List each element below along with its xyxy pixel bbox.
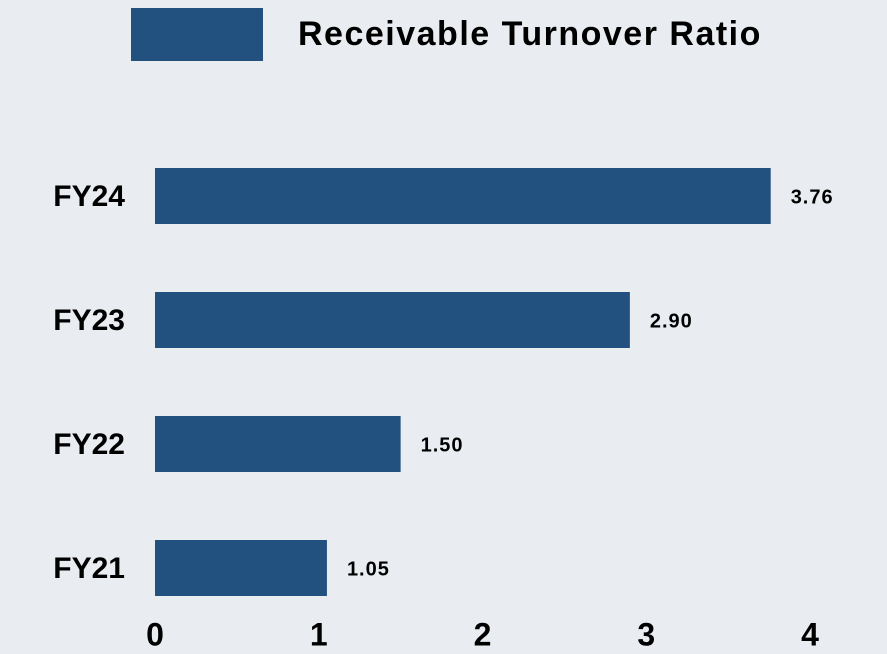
y-tick-label: FY22 xyxy=(53,428,125,461)
legend-label: Receivable Turnover Ratio xyxy=(298,15,762,53)
y-tick-label: FY21 xyxy=(53,552,125,585)
value-label: 2.90 xyxy=(650,310,693,332)
value-label: 1.50 xyxy=(421,434,464,456)
x-tick-label: 2 xyxy=(474,616,492,652)
value-label: 1.05 xyxy=(347,558,390,580)
x-tick-label: 0 xyxy=(146,616,164,652)
x-tick-label: 3 xyxy=(637,616,655,652)
legend-swatch xyxy=(131,8,263,61)
bar xyxy=(155,540,327,596)
y-tick-label: FY23 xyxy=(53,304,125,337)
bar xyxy=(155,168,771,224)
bar xyxy=(155,416,401,472)
y-tick-label: FY24 xyxy=(53,180,125,213)
bar xyxy=(155,292,630,348)
x-tick-label: 1 xyxy=(310,616,328,652)
value-label: 3.76 xyxy=(791,186,834,208)
x-tick-label: 4 xyxy=(801,616,819,652)
